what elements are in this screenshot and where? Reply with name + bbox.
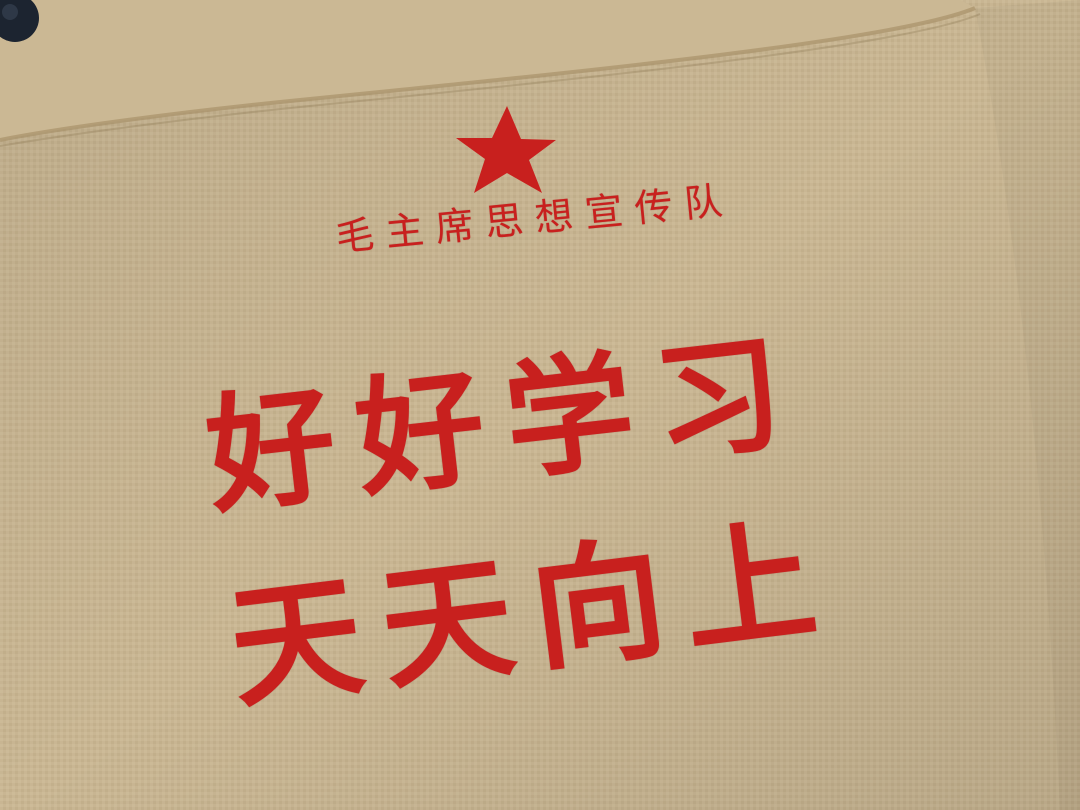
snap-button-icon bbox=[0, 0, 39, 42]
star-icon bbox=[456, 106, 556, 193]
